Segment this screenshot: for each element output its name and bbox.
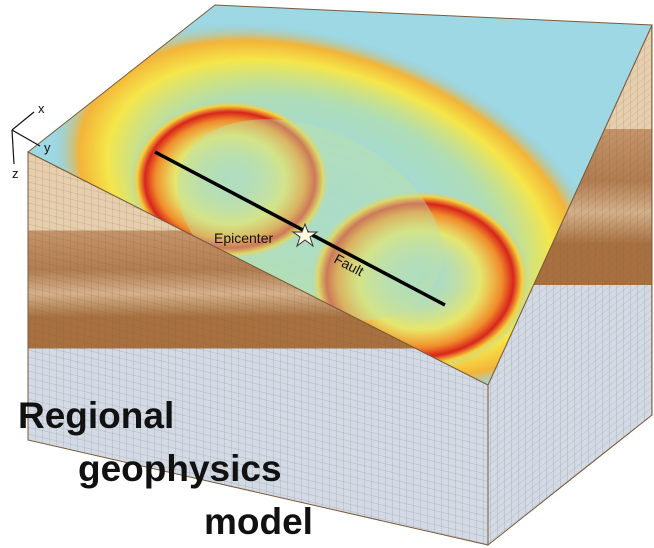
axis-y: y — [44, 140, 51, 155]
epicenter-label: Epicenter — [214, 230, 273, 246]
caption-line: model — [204, 501, 313, 542]
axis-x: x — [38, 101, 45, 116]
axis-z: z — [12, 166, 19, 181]
caption-line: Regional — [18, 395, 174, 436]
geophysics-diagram: Epicenter Fault x y z Regional geophysic… — [0, 0, 654, 548]
caption-line: geophysics — [78, 448, 282, 489]
